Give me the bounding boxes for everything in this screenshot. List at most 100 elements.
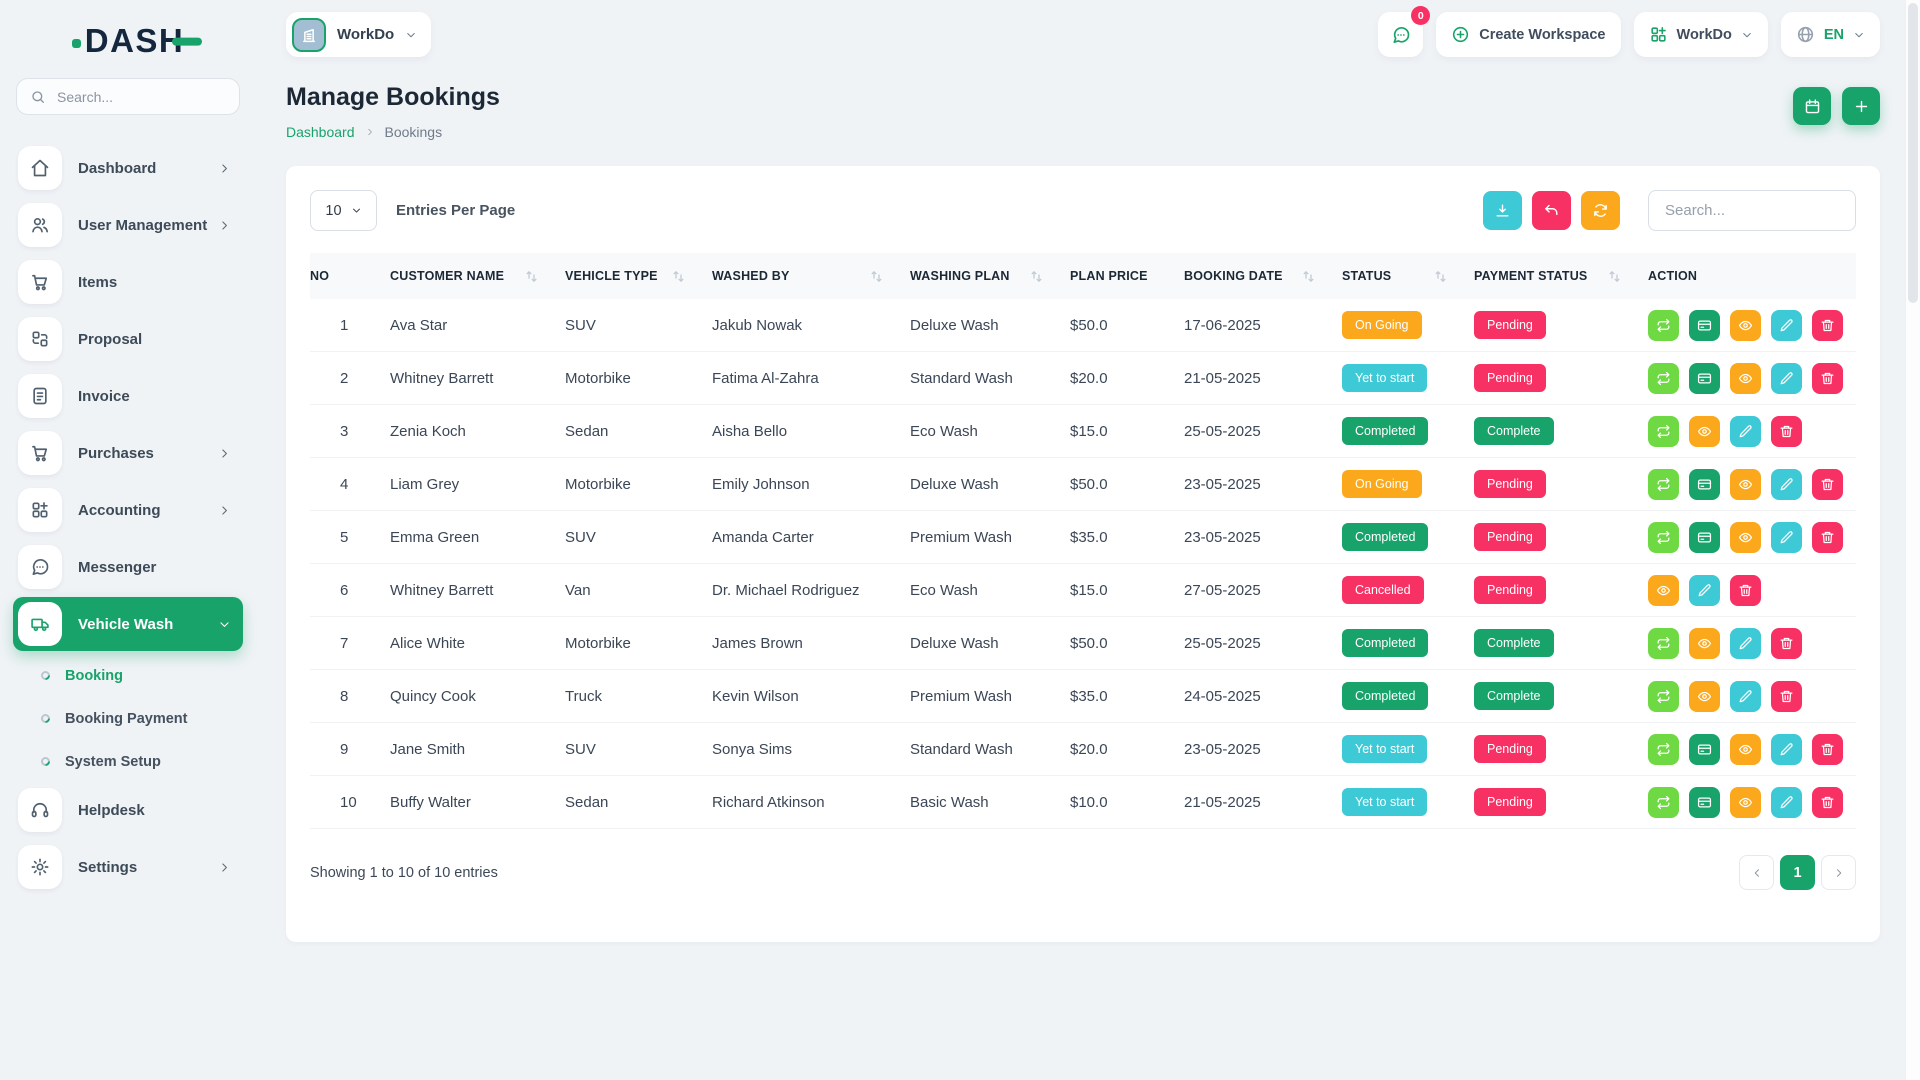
column-header[interactable]: BOOKING DATE — [1184, 269, 1342, 284]
delete-button[interactable] — [1771, 627, 1802, 659]
delete-button[interactable] — [1812, 309, 1843, 341]
delete-button[interactable] — [1812, 733, 1843, 765]
cell-vehicle-type: Motorbike — [565, 634, 631, 652]
view-button[interactable] — [1689, 680, 1720, 712]
messages-button[interactable]: 0 — [1378, 6, 1431, 57]
view-button[interactable] — [1730, 309, 1761, 341]
scrollbar-thumb[interactable] — [1908, 3, 1918, 303]
status-change-button[interactable] — [1648, 786, 1679, 818]
sidebar-search — [16, 78, 240, 115]
workspace-switcher[interactable]: WorkDo — [286, 12, 432, 57]
sidebar-item-messenger[interactable]: Messenger — [13, 540, 243, 594]
status-change-button[interactable] — [1648, 521, 1679, 553]
column-header[interactable]: WASHING PLAN — [910, 269, 1070, 284]
scrollbar[interactable] — [1905, 0, 1920, 1080]
sidebar-search-input[interactable] — [55, 87, 240, 106]
sidebar-item-invoice[interactable]: Invoice — [13, 369, 243, 423]
payment-button[interactable] — [1689, 786, 1720, 818]
edit-button[interactable] — [1771, 362, 1802, 394]
column-header[interactable]: VEHICLE TYPE — [565, 269, 712, 284]
edit-button[interactable] — [1730, 680, 1761, 712]
sidebar-subitem-booking-payment[interactable]: Booking Payment — [27, 697, 243, 740]
payment-button[interactable] — [1689, 733, 1720, 765]
column-header[interactable]: CUSTOMER NAME — [390, 269, 565, 284]
sidebar-item-proposal[interactable]: Proposal — [13, 312, 243, 366]
chevron-down-icon — [405, 29, 417, 41]
sidebar-subitem-system-setup[interactable]: System Setup — [27, 740, 243, 783]
delete-button[interactable] — [1812, 786, 1843, 818]
delete-button[interactable] — [1812, 468, 1843, 500]
logo-text: DASH — [85, 22, 203, 60]
edit-button[interactable] — [1771, 521, 1802, 553]
edit-button[interactable] — [1771, 468, 1802, 500]
gear-icon — [18, 845, 62, 889]
delete-button[interactable] — [1812, 362, 1843, 394]
payment-button[interactable] — [1689, 362, 1720, 394]
status-change-button[interactable] — [1648, 680, 1679, 712]
sidebar-subitem-booking[interactable]: Booking — [27, 654, 243, 697]
sidebar-item-purchases[interactable]: Purchases — [13, 426, 243, 480]
status-change-button[interactable] — [1648, 309, 1679, 341]
chevron-right-icon — [218, 219, 231, 232]
payment-button[interactable] — [1689, 309, 1720, 341]
view-button[interactable] — [1648, 574, 1679, 606]
chevron-down-icon — [218, 618, 231, 631]
export-button[interactable] — [1483, 191, 1522, 230]
view-button[interactable] — [1730, 468, 1761, 500]
edit-button[interactable] — [1771, 309, 1802, 341]
eye-icon — [1738, 318, 1753, 333]
sidebar-item-helpdesk[interactable]: Helpdesk — [13, 783, 243, 837]
status-badge: On Going — [1342, 470, 1422, 498]
status-change-button[interactable] — [1648, 362, 1679, 394]
column-header[interactable]: PAYMENT STATUS — [1474, 269, 1648, 284]
add-booking-button[interactable] — [1842, 87, 1880, 125]
page-number-button[interactable]: 1 — [1780, 855, 1815, 890]
payment-button[interactable] — [1689, 521, 1720, 553]
chevron-down-icon — [1741, 29, 1753, 41]
entries-per-page-select[interactable]: 10 — [310, 190, 377, 231]
view-button[interactable] — [1730, 521, 1761, 553]
payment-status-badge: Pending — [1474, 576, 1546, 604]
dash-logo[interactable]: DASH — [0, 18, 256, 64]
status-change-button[interactable] — [1648, 468, 1679, 500]
breadcrumb-dashboard-link[interactable]: Dashboard — [286, 124, 355, 140]
edit-button[interactable] — [1689, 574, 1720, 606]
view-button[interactable] — [1689, 415, 1720, 447]
reload-button[interactable] — [1581, 191, 1620, 230]
status-change-button[interactable] — [1648, 733, 1679, 765]
next-page-button[interactable] — [1821, 855, 1856, 890]
edit-button[interactable] — [1730, 627, 1761, 659]
previous-page-button[interactable] — [1739, 855, 1774, 890]
view-button[interactable] — [1730, 362, 1761, 394]
cell-washing-plan: Premium Wash — [910, 687, 1012, 705]
delete-button[interactable] — [1812, 521, 1843, 553]
sidebar-item-dashboard[interactable]: Dashboard — [13, 141, 243, 195]
edit-button[interactable] — [1771, 786, 1802, 818]
delete-button[interactable] — [1730, 574, 1761, 606]
sidebar-item-items[interactable]: Items — [13, 255, 243, 309]
sidebar-item-accounting[interactable]: Accounting — [13, 483, 243, 537]
status-change-button[interactable] — [1648, 415, 1679, 447]
sidebar-item-vehicle-wash[interactable]: Vehicle Wash — [13, 597, 243, 651]
view-button[interactable] — [1689, 627, 1720, 659]
column-header[interactable]: WASHED BY — [712, 269, 910, 284]
create-workspace-button[interactable]: Create Workspace — [1436, 12, 1621, 57]
bullet-icon — [39, 712, 52, 725]
status-change-button[interactable] — [1648, 627, 1679, 659]
delete-button[interactable] — [1771, 415, 1802, 447]
sidebar-item-user-management[interactable]: User Management — [13, 198, 243, 252]
language-selector[interactable]: EN — [1780, 12, 1880, 57]
cell-washed-by: Sonya Sims — [712, 740, 793, 758]
edit-button[interactable] — [1730, 415, 1761, 447]
column-header[interactable]: STATUS — [1342, 269, 1474, 284]
workspace-menu-button[interactable]: WorkDo — [1633, 12, 1768, 57]
delete-button[interactable] — [1771, 680, 1802, 712]
view-button[interactable] — [1730, 786, 1761, 818]
view-button[interactable] — [1730, 733, 1761, 765]
table-search-input[interactable] — [1663, 201, 1841, 220]
sidebar-item-settings[interactable]: Settings — [13, 840, 243, 894]
calendar-view-button[interactable] — [1793, 87, 1831, 125]
edit-button[interactable] — [1771, 733, 1802, 765]
payment-button[interactable] — [1689, 468, 1720, 500]
reset-button[interactable] — [1532, 191, 1571, 230]
